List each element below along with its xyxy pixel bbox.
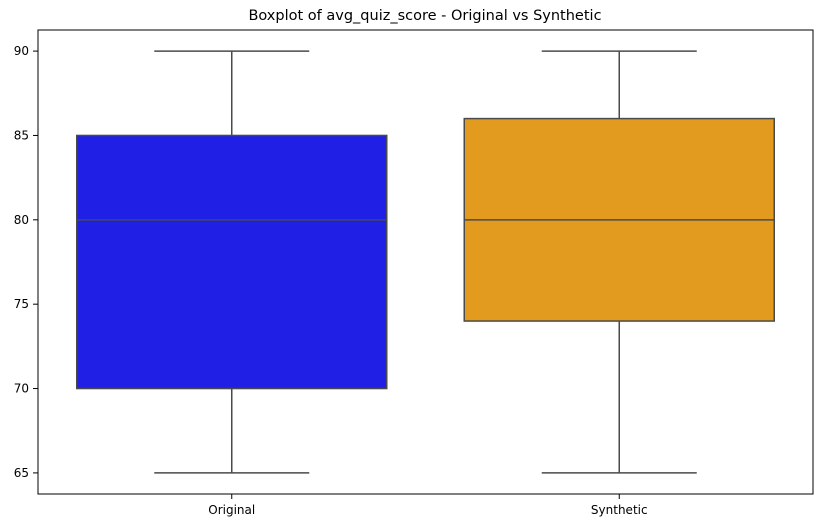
- y-tick-label: 65: [14, 466, 29, 480]
- y-axis: 65 70 75 80 85 90: [14, 44, 38, 480]
- iqr-box: [76, 134, 388, 390]
- y-tick-label: 70: [14, 382, 29, 396]
- plot-area-frame: [37, 29, 814, 495]
- y-tick-label: 75: [14, 297, 29, 311]
- chart-title: Boxplot of avg_quiz_score - Original vs …: [248, 8, 601, 24]
- x-axis: Original Synthetic: [208, 494, 648, 517]
- y-tick-label: 90: [14, 44, 29, 58]
- box-original: [76, 50, 388, 474]
- y-tick-label: 85: [14, 128, 29, 142]
- box-synthetic: [463, 50, 775, 474]
- x-tick-label: Synthetic: [591, 503, 648, 517]
- boxes-group: [76, 50, 775, 474]
- y-tick-label: 80: [14, 213, 29, 227]
- x-tick-label: Original: [208, 503, 255, 517]
